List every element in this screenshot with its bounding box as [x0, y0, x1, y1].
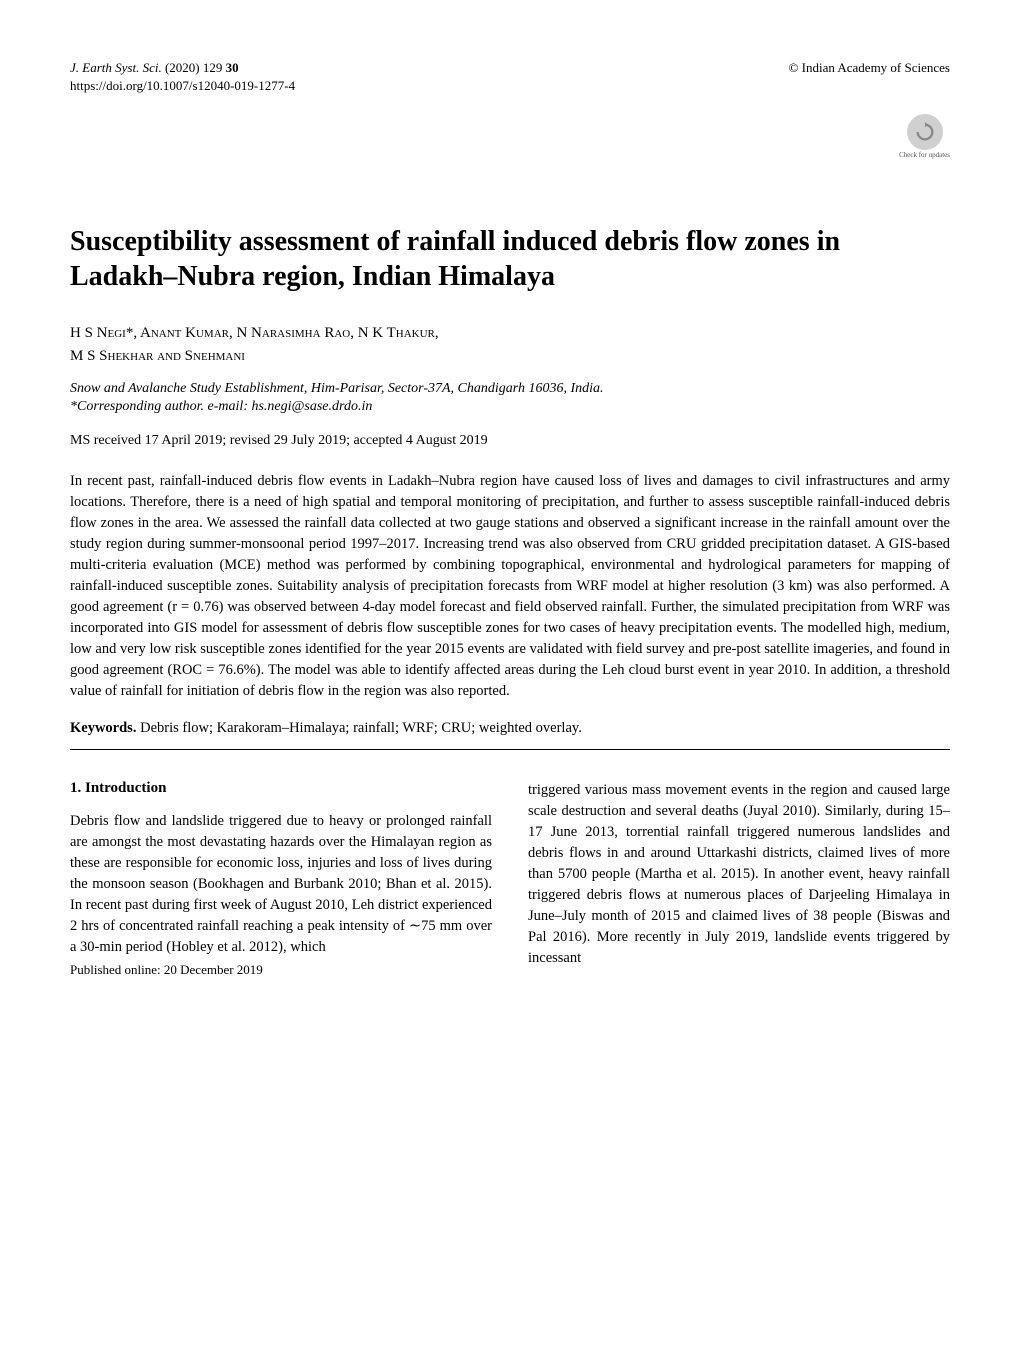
section-1-heading: 1. Introduction — [70, 780, 492, 797]
authors-block: H S Negi*, Anant Kumar, N Narasimha Rao,… — [70, 322, 950, 367]
article-number: 30 — [226, 60, 239, 75]
article-title: Susceptibility assessment of rainfall in… — [70, 224, 950, 294]
keywords-label: Keywords. — [70, 720, 136, 736]
crossmark-icon — [907, 114, 943, 150]
journal-name: J. Earth Syst. Sci. (2020) 129 30 — [70, 60, 239, 75]
affiliation-text: Snow and Avalanche Study Establishment, … — [70, 381, 950, 397]
journal-block: J. Earth Syst. Sci. (2020) 129 30 — [70, 60, 239, 76]
crossmark-badge[interactable]: Check for updates — [899, 114, 950, 160]
section-divider — [70, 749, 950, 750]
doi-link[interactable]: https://doi.org/10.1007/s12040-019-1277-… — [70, 78, 950, 94]
journal-year-vol: (2020) 129 — [165, 60, 222, 75]
abstract-text: In recent past, rainfall-induced debris … — [70, 471, 950, 702]
refresh-icon — [914, 121, 936, 143]
keywords-text: Debris flow; Karakoram–Himalaya; rainfal… — [140, 720, 582, 736]
right-column: triggered various mass movement events i… — [528, 780, 950, 978]
header-row: J. Earth Syst. Sci. (2020) 129 30 © Indi… — [70, 60, 950, 76]
keywords-row: Keywords. Debris flow; Karakoram–Himalay… — [70, 720, 950, 737]
two-column-body: 1. Introduction Debris flow and landslid… — [70, 780, 950, 978]
crossmark-label: Check for updates — [899, 152, 950, 160]
column-1-text: Debris flow and landslide triggered due … — [70, 811, 492, 958]
left-column: 1. Introduction Debris flow and landslid… — [70, 780, 492, 978]
corresponding-author: *Corresponding author. e-mail: hs.negi@s… — [70, 399, 950, 415]
manuscript-dates: MS received 17 April 2019; revised 29 Ju… — [70, 433, 950, 449]
authors-line-1: H S Negi*, Anant Kumar, N Narasimha Rao,… — [70, 322, 950, 345]
journal-name-text: J. Earth Syst. Sci. — [70, 60, 162, 75]
published-online: Published online: 20 December 2019 — [70, 962, 492, 978]
authors-line-2: M S Shekhar and Snehmani — [70, 345, 950, 368]
column-2-text: triggered various mass movement events i… — [528, 780, 950, 969]
copyright-text: © Indian Academy of Sciences — [789, 60, 951, 76]
